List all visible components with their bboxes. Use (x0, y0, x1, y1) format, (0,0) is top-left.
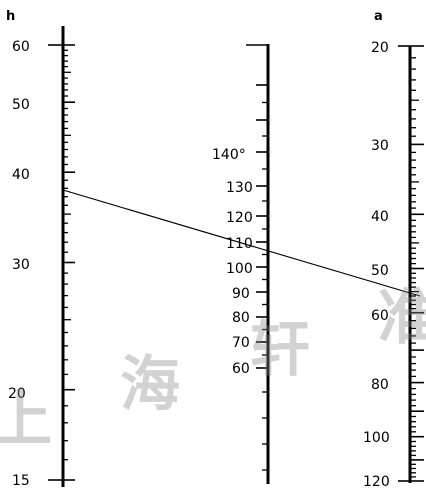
a-label-120: 120 (363, 474, 390, 490)
a-label-30: 30 (371, 138, 389, 154)
watermark-char-4: 准 (378, 283, 426, 353)
h-label-40: 40 (12, 167, 30, 183)
h-scale-ticks (48, 44, 75, 481)
a-label-80: 80 (371, 377, 389, 393)
index-line (62, 189, 421, 297)
a-label-50: 50 (371, 263, 389, 279)
a-label-100: 100 (363, 430, 390, 446)
angle-label-110: 110 (226, 236, 253, 252)
a-scale: a 20 30 40 50 60 80 100 120 (363, 9, 424, 490)
a-label-20: 20 (371, 40, 389, 56)
angle-label-100: 100 (226, 261, 253, 277)
angle-label-120: 120 (226, 210, 253, 226)
angle-label-140: 140° (212, 147, 246, 163)
h-label-50: 50 (12, 97, 30, 113)
a-scale-title: a (374, 9, 383, 24)
angle-label-90: 90 (232, 286, 250, 302)
h-label-20: 20 (8, 386, 26, 402)
angle-label-80: 80 (232, 310, 250, 326)
h-label-15: 15 (12, 473, 30, 489)
angle-label-70: 70 (232, 335, 250, 351)
angle-scale-ticks (256, 84, 268, 471)
a-scale-ticks (398, 45, 424, 482)
h-label-60: 60 (12, 39, 30, 55)
angle-label-60: 60 (232, 361, 250, 377)
watermark-char-3: 轩 (250, 315, 310, 385)
watermark-char-1: 上 (0, 385, 52, 455)
watermark-char-2: 海 (120, 350, 180, 420)
angle-scale: 140° 130 120 110 100 90 80 70 60 (212, 44, 270, 484)
a-label-60: 60 (371, 308, 389, 324)
watermark: 上 海 轩 准 (0, 283, 426, 455)
h-label-30: 30 (12, 257, 30, 273)
h-scale: h 60 50 40 30 20 15 (6, 9, 75, 489)
a-label-40: 40 (371, 209, 389, 225)
h-scale-title: h (6, 9, 15, 24)
angle-label-130: 130 (226, 180, 253, 196)
